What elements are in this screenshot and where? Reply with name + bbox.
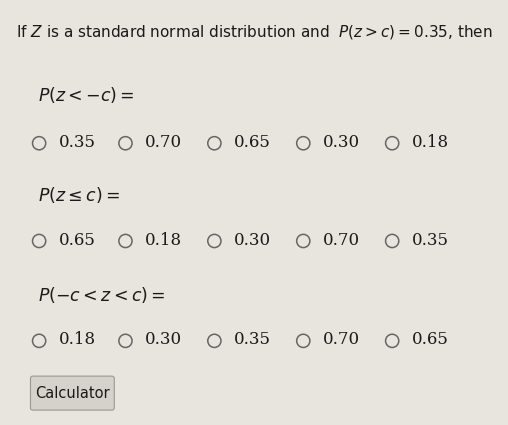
Text: 0.70: 0.70 <box>145 134 182 151</box>
Text: $P(z \leq c) =$: $P(z \leq c) =$ <box>38 185 120 205</box>
Text: 0.35: 0.35 <box>234 332 271 348</box>
Text: 0.35: 0.35 <box>58 134 96 151</box>
Text: $P(z < -c) =$: $P(z < -c) =$ <box>38 85 135 105</box>
Text: 0.18: 0.18 <box>411 134 449 151</box>
Text: 0.18: 0.18 <box>145 232 182 249</box>
Text: If $Z$ is a standard normal distribution and  $P(z > c) = 0.35$, then: If $Z$ is a standard normal distribution… <box>16 23 492 41</box>
Text: Calculator: Calculator <box>35 385 110 401</box>
Text: $P(-c < z < c) =$: $P(-c < z < c) =$ <box>38 285 166 305</box>
Text: 0.30: 0.30 <box>145 332 182 348</box>
Text: 0.18: 0.18 <box>58 332 96 348</box>
Text: 0.65: 0.65 <box>234 134 271 151</box>
Text: 0.70: 0.70 <box>323 232 360 249</box>
FancyBboxPatch shape <box>30 376 114 410</box>
Text: 0.65: 0.65 <box>58 232 96 249</box>
Text: 0.30: 0.30 <box>323 134 360 151</box>
Text: 0.35: 0.35 <box>411 232 449 249</box>
Text: 0.30: 0.30 <box>234 232 271 249</box>
Text: 0.65: 0.65 <box>411 332 449 348</box>
Text: 0.70: 0.70 <box>323 332 360 348</box>
